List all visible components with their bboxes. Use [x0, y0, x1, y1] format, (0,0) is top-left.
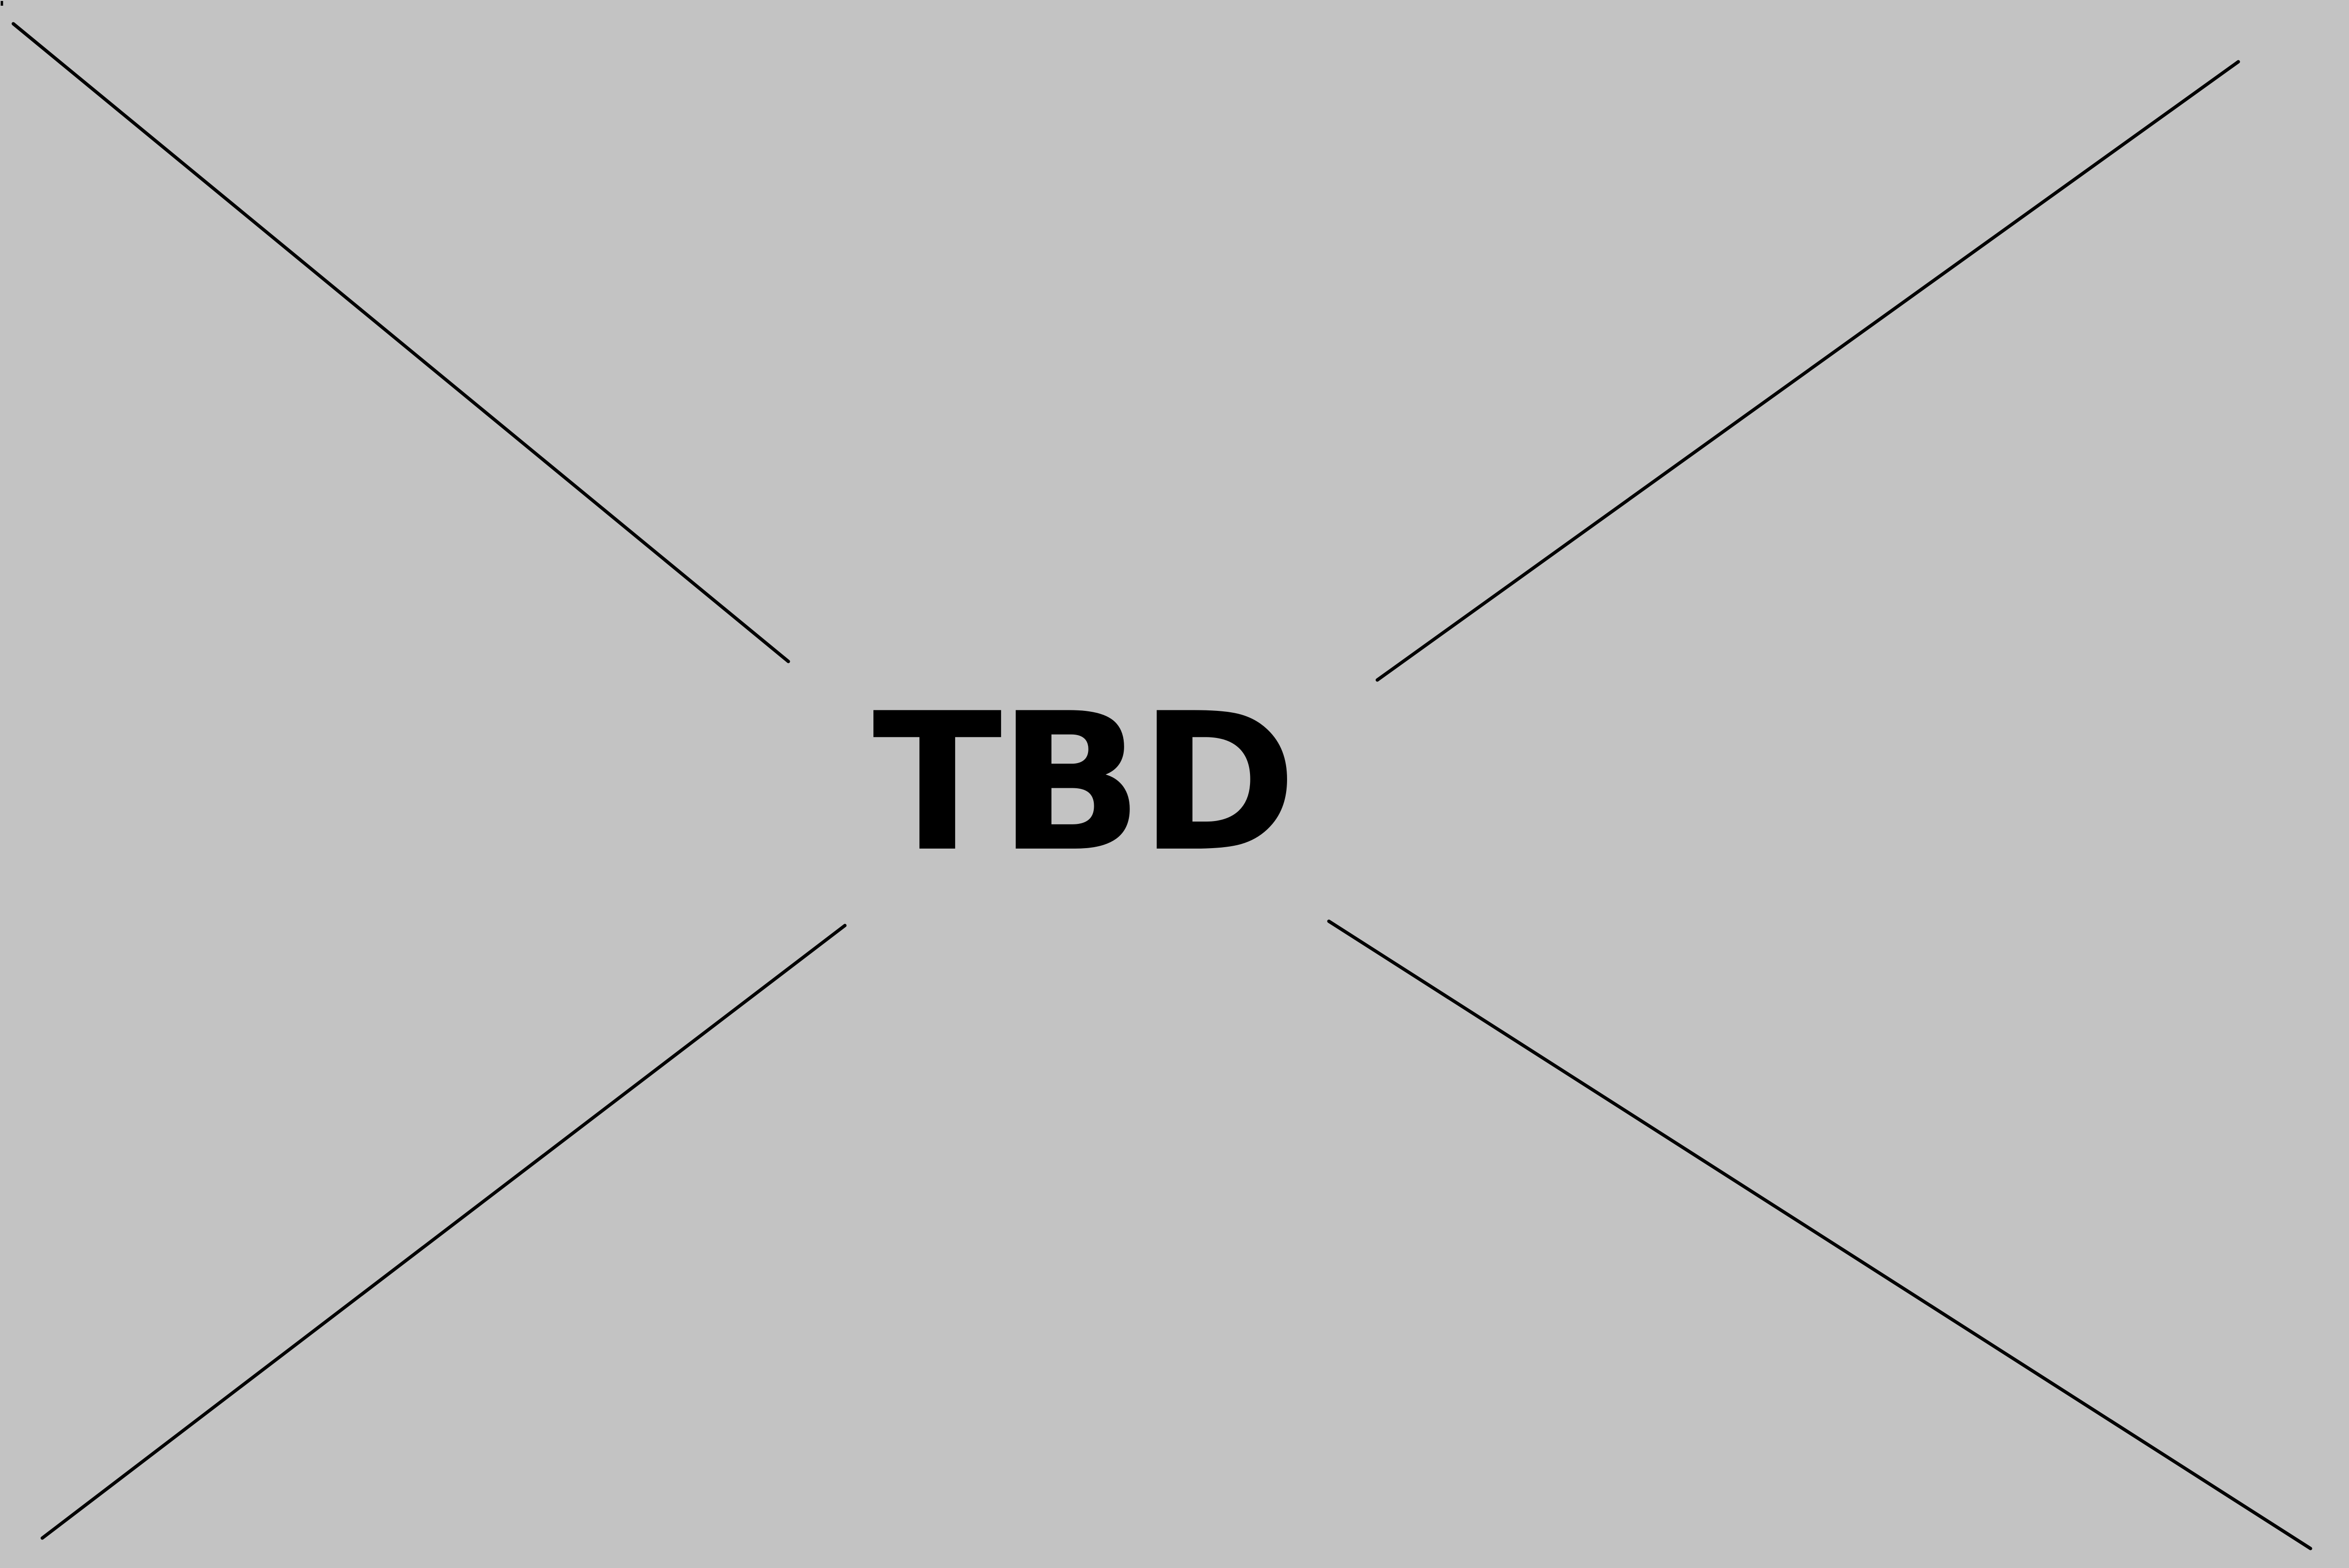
placeholder-label: TBD	[874, 698, 1292, 869]
line-top-left	[13, 24, 788, 661]
line-bottom-right	[1329, 921, 2311, 1549]
line-bottom-left	[42, 926, 845, 1538]
line-top-right	[1377, 62, 2238, 680]
